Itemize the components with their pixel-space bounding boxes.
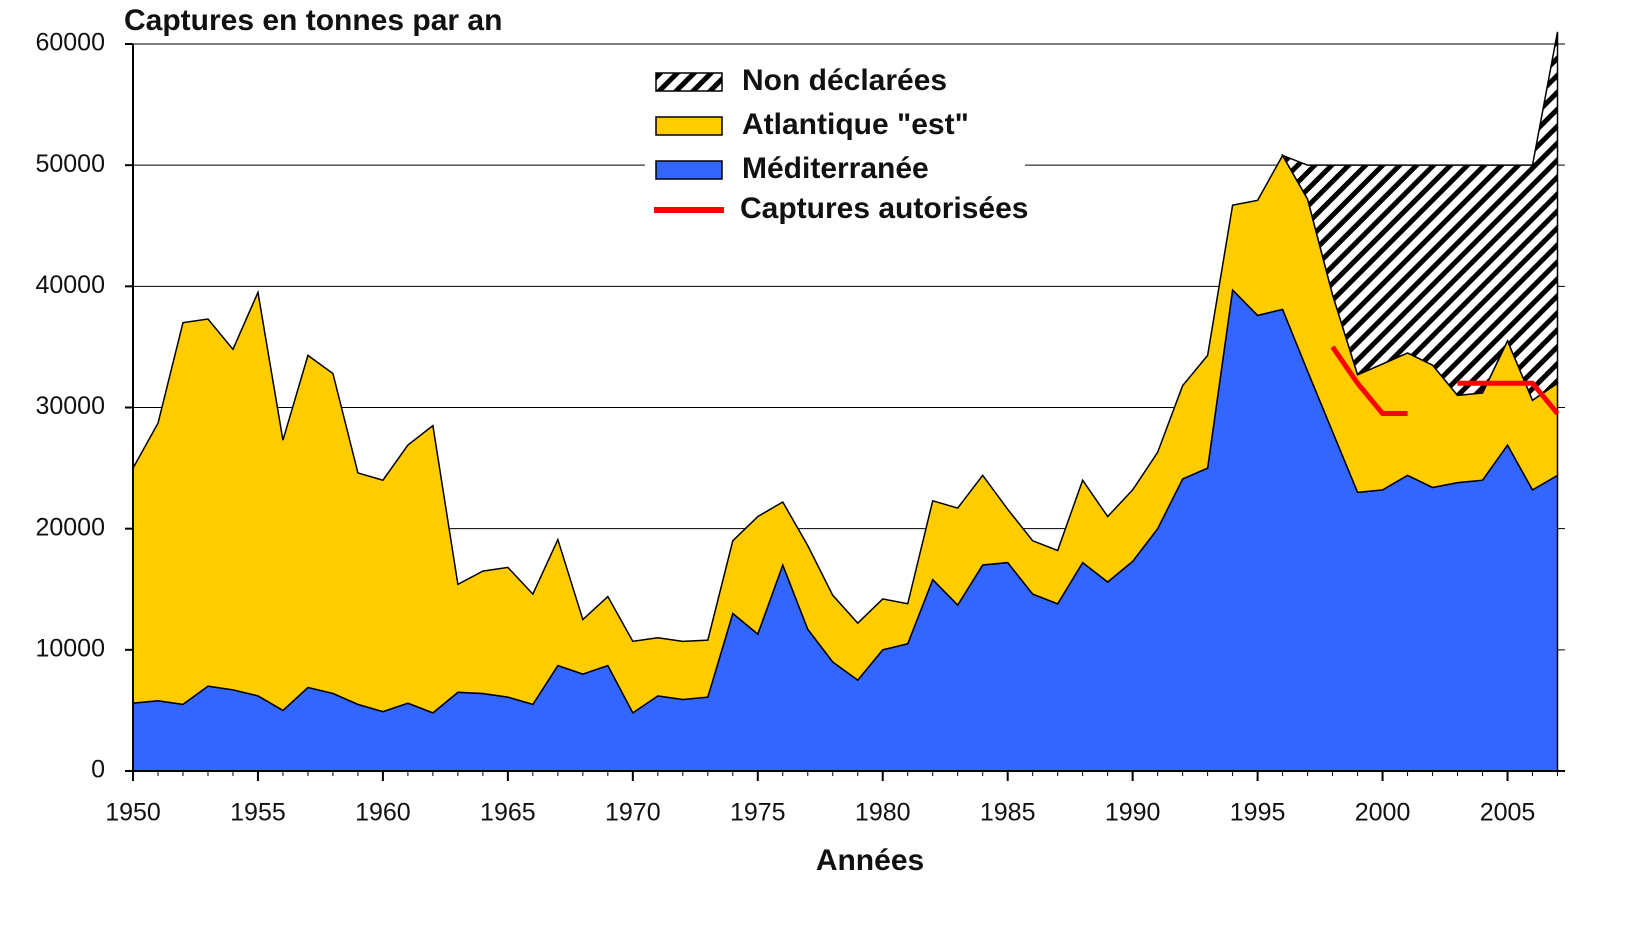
legend-label: Non déclarées (742, 64, 947, 97)
x-tick-label: 1965 (480, 799, 536, 827)
legend-label: Captures autorisées (740, 192, 1028, 225)
y-tick-label: 40000 (35, 271, 105, 299)
line (1457, 380, 1560, 416)
x-tick-label: 1960 (355, 799, 411, 827)
line (1330, 345, 1408, 417)
x-tick-label: 2005 (1480, 799, 1536, 827)
x-tick-label: 1990 (1105, 799, 1161, 827)
y-tick-label: 60000 (35, 29, 105, 57)
y-tick-label: 20000 (35, 513, 105, 541)
chart-title: Captures en tonnes par an (124, 4, 502, 37)
y-tick-label: 30000 (35, 392, 105, 420)
area (132, 153, 1559, 714)
legend-swatch (655, 72, 723, 92)
y-tick-label: 10000 (35, 634, 105, 662)
legend-swatch (655, 160, 723, 180)
x-tick-label: 2000 (1355, 799, 1411, 827)
x-tick-label: 1995 (1230, 799, 1286, 827)
x-tick-label: 1970 (605, 799, 661, 827)
x-axis-label: Années (816, 844, 924, 877)
legend-label: Méditerranée (742, 152, 929, 185)
x-tick-label: 1975 (730, 799, 786, 827)
y-tick-label: 50000 (35, 150, 105, 178)
x-tick-label: 1950 (105, 799, 161, 827)
y-tick-label: 0 (91, 756, 105, 784)
legend-label: Atlantique "est" (742, 108, 969, 141)
x-tick-label: 1980 (855, 799, 911, 827)
legend-swatch (655, 116, 723, 136)
x-tick-label: 1985 (980, 799, 1036, 827)
x-tick-label: 1955 (230, 799, 286, 827)
area (1280, 31, 1559, 402)
